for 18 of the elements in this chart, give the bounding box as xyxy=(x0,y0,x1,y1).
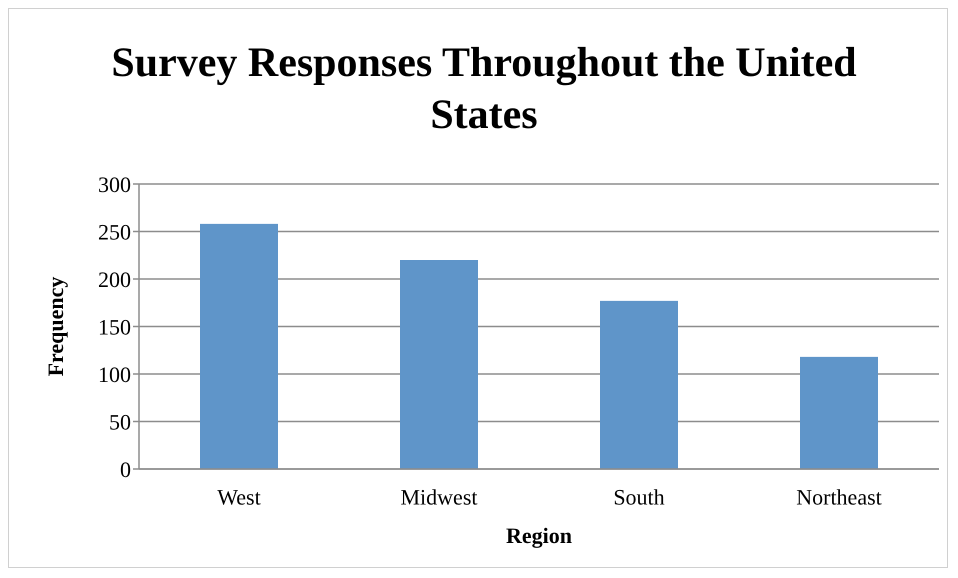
x-tick-label: West xyxy=(217,484,261,510)
y-tick-label: 200 xyxy=(98,266,131,292)
y-tick-label: 50 xyxy=(109,409,131,434)
x-tick-label: South xyxy=(613,484,665,510)
bar xyxy=(600,300,678,469)
y-tick-label: 250 xyxy=(98,219,131,244)
y-tick-label: 300 xyxy=(98,172,131,197)
y-tick-label: 150 xyxy=(98,314,131,340)
bar xyxy=(400,260,478,469)
bar xyxy=(200,224,278,469)
y-tick-label: 100 xyxy=(98,362,131,387)
x-axis-title: Region xyxy=(506,523,572,548)
x-tick-label: Midwest xyxy=(400,484,478,510)
bar xyxy=(800,356,878,469)
x-tick-label: Northeast xyxy=(796,484,882,510)
chart-title: Survey Responses Throughout the United States xyxy=(110,39,858,140)
y-tick-label: 0 xyxy=(120,456,131,482)
y-axis-title: Frequency xyxy=(42,276,68,376)
